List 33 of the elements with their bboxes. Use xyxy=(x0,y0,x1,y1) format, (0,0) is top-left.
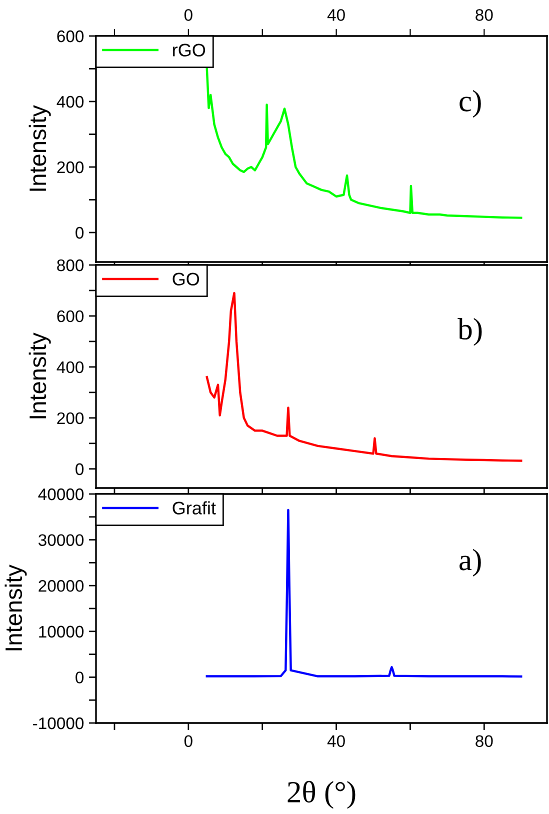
annotation: b) xyxy=(458,318,482,346)
x-axis-title: 2θ (°) xyxy=(288,780,356,809)
y-tick-label: 400 xyxy=(56,96,84,108)
y-tick-label: 0 xyxy=(76,226,84,239)
legend-label: Grafit xyxy=(172,501,216,514)
y-tick-label: 10000 xyxy=(39,626,84,638)
y-tick-label: 600 xyxy=(57,310,84,322)
annotation: a) xyxy=(460,548,481,577)
legend-label: GO xyxy=(172,272,200,286)
y-tick-label: 800 xyxy=(57,259,84,272)
y-tick-label: 40000 xyxy=(38,488,84,500)
x-tick-label: 0 xyxy=(184,735,192,748)
y-tick-label: 400 xyxy=(56,361,84,374)
y-axis-title: Intensity xyxy=(4,564,27,650)
line-series xyxy=(206,292,522,462)
x2-tick-label: 80 xyxy=(476,9,493,21)
x-tick-label: 40 xyxy=(327,735,345,748)
y-axis-title: Intensity xyxy=(28,332,51,418)
line-series xyxy=(206,68,522,219)
y-tick-label: 20000 xyxy=(38,580,84,592)
y-axis-title: Intensity xyxy=(28,105,51,191)
y-tick-label: 600 xyxy=(57,30,84,42)
y-tick-label: 200 xyxy=(57,161,84,174)
y-tick-label: 30000 xyxy=(38,534,84,546)
y-tick-label: 0 xyxy=(76,463,84,476)
annotation: c) xyxy=(460,90,481,118)
x-tick-label: 80 xyxy=(476,735,493,748)
x2-tick-label: 40 xyxy=(327,9,345,21)
y-tick-label: 0 xyxy=(76,672,84,684)
x2-tick-label: 0 xyxy=(184,9,192,21)
legend-label: rGO xyxy=(173,44,206,56)
y-tick-label: -10000 xyxy=(33,717,84,730)
y-tick-label: 200 xyxy=(57,412,84,424)
